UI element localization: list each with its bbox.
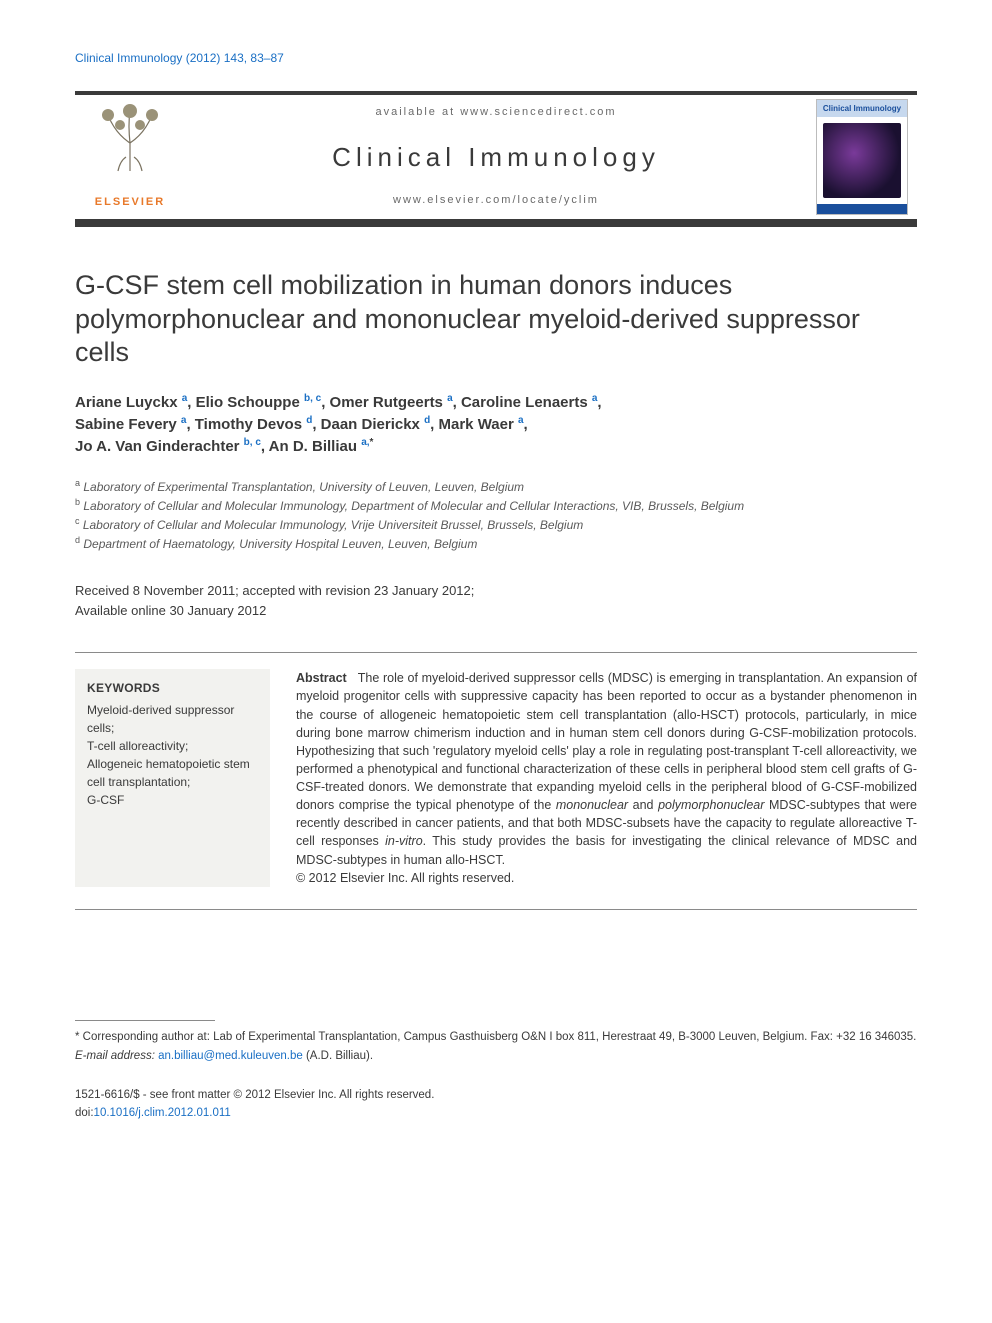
article-dates: Received 8 November 2011; accepted with … (75, 581, 917, 620)
abstract-label: Abstract (296, 671, 347, 685)
affiliation-list: a Laboratory of Experimental Transplanta… (75, 477, 917, 553)
keyword-item: G-CSF (87, 791, 258, 809)
available-line: Available online 30 January 2012 (75, 601, 917, 621)
footnote-rule (75, 1020, 215, 1021)
journal-cover-thumb: Clinical Immunology (807, 99, 917, 215)
doi-label: doi: (75, 1107, 94, 1119)
email-line: E-mail address: an.billiau@med.kuleuven.… (75, 1048, 917, 1065)
keywords-heading: KEYWORDS (87, 679, 258, 697)
publisher-name: ELSEVIER (95, 195, 165, 210)
received-line: Received 8 November 2011; accepted with … (75, 581, 917, 601)
keyword-item: Myeloid-derived suppressor cells; (87, 701, 258, 737)
journal-name: Clinical Immunology (197, 139, 795, 175)
journal-cover: Clinical Immunology (816, 99, 908, 215)
email-trail: (A.D. Billiau). (303, 1050, 373, 1062)
affiliation-item: d Department of Haematology, University … (75, 534, 917, 553)
keywords-box: KEYWORDS Myeloid-derived suppressor cell… (75, 669, 270, 887)
journal-masthead: ELSEVIER available at www.sciencedirect.… (75, 91, 917, 227)
article-title: G-CSF stem cell mobilization in human do… (75, 269, 917, 370)
elsevier-tree-icon (90, 103, 170, 193)
footnotes: * Corresponding author at: Lab of Experi… (75, 1029, 917, 1066)
abstract-copyright: © 2012 Elsevier Inc. All rights reserved… (296, 869, 917, 887)
email-label: E-mail address: (75, 1050, 155, 1062)
publisher-logo-block: ELSEVIER (75, 103, 185, 210)
cover-footer-bar (817, 204, 907, 214)
cover-title: Clinical Immunology (817, 100, 907, 117)
masthead-center: available at www.sciencedirect.com Clini… (197, 105, 795, 208)
abstract-body: The role of myeloid-derived suppressor c… (296, 671, 917, 866)
keywords-items: Myeloid-derived suppressor cells;T-cell … (87, 701, 258, 809)
keywords-abstract-block: KEYWORDS Myeloid-derived suppressor cell… (75, 652, 917, 910)
journal-url[interactable]: www.elsevier.com/locate/yclim (197, 193, 795, 208)
keyword-item: T-cell alloreactivity; (87, 737, 258, 755)
doi-link[interactable]: 10.1016/j.clim.2012.01.011 (94, 1107, 231, 1119)
running-head: Clinical Immunology (2012) 143, 83–87 (75, 50, 917, 67)
cover-image-icon (823, 123, 901, 198)
author-list: Ariane Luyckx a, Elio Schouppe b, c, Ome… (75, 392, 917, 457)
copyright-block: 1521-6616/$ - see front matter © 2012 El… (75, 1087, 917, 1122)
affiliation-item: c Laboratory of Cellular and Molecular I… (75, 515, 917, 534)
corresponding-author: * Corresponding author at: Lab of Experi… (75, 1029, 917, 1046)
availability-line: available at www.sciencedirect.com (197, 105, 795, 120)
affiliation-item: a Laboratory of Experimental Transplanta… (75, 477, 917, 496)
doi-line: doi:10.1016/j.clim.2012.01.011 (75, 1105, 917, 1122)
abstract-text: Abstract The role of myeloid-derived sup… (296, 669, 917, 887)
author-email-link[interactable]: an.billiau@med.kuleuven.be (158, 1050, 303, 1062)
keyword-item: Allogeneic hematopoietic stem cell trans… (87, 755, 258, 791)
front-matter-line: 1521-6616/$ - see front matter © 2012 El… (75, 1087, 917, 1104)
affiliation-item: b Laboratory of Cellular and Molecular I… (75, 496, 917, 515)
